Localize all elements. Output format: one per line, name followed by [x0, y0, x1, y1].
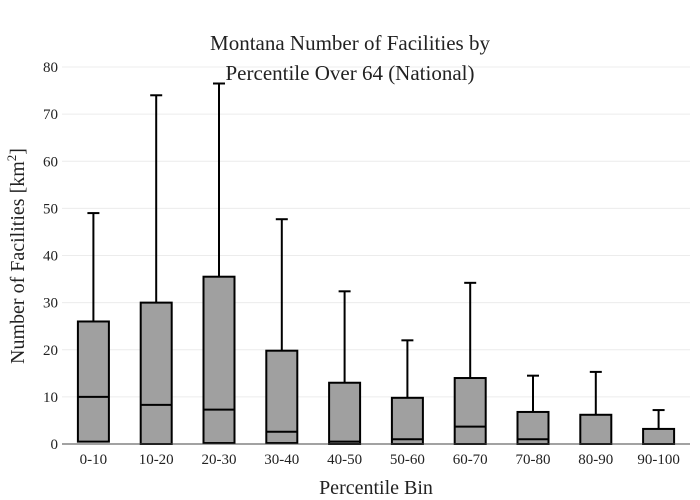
x-tick-label-50-60: 50-60	[390, 452, 425, 468]
box-iqr	[76, 320, 110, 443]
box-group-60-70	[453, 281, 487, 445]
y-axis-label-main: Number of Facilities [km	[7, 161, 29, 364]
x-tick-label-70-80: 70-80	[516, 452, 551, 468]
y-tick-label-70: 70	[43, 107, 58, 123]
box-iqr	[139, 301, 173, 445]
x-tick-label-20-30: 20-30	[202, 452, 237, 468]
y-tick-label-50: 50	[43, 201, 58, 217]
x-tick-label-60-70: 60-70	[453, 452, 488, 468]
y-tick-label-0: 0	[51, 437, 59, 453]
box-group-70-80	[516, 374, 550, 445]
box-iqr	[390, 396, 424, 446]
x-tick-label-40-50: 40-50	[327, 452, 362, 468]
box-group-0-10	[76, 212, 110, 443]
x-tick-label-90-100: 90-100	[637, 452, 680, 468]
y-axis-label: Number of Facilities [km2]	[4, 148, 29, 364]
box-group-20-30	[202, 82, 236, 445]
box-group-50-60	[390, 339, 424, 446]
box-group-40-50	[328, 290, 362, 445]
x-tick-labels: 0-10 10-20 20-30 30-40 40-50 50-60 60-70 70-80 8…	[80, 452, 680, 468]
box-iqr	[265, 349, 299, 445]
x-axis-label: Percentile Bin	[319, 477, 433, 499]
y-tick-label-20: 20	[43, 343, 58, 359]
x-tick-label-0-10: 0-10	[80, 452, 108, 468]
boxes-layer	[76, 82, 676, 446]
box-iqr	[642, 427, 676, 446]
box-group-90-100	[642, 409, 676, 446]
y-tick-label-80: 80	[43, 60, 58, 76]
box-iqr	[453, 377, 487, 445]
x-tick-label-10-20: 10-20	[139, 452, 174, 468]
chart-title-line-2: Percentile Over 64 (National)	[226, 61, 475, 85]
y-tick-labels: 0 10 20 30 40 50 60 70 80	[43, 60, 58, 453]
y-tick-label-30: 30	[43, 296, 58, 312]
box-group-30-40	[265, 218, 299, 445]
y-axis-label-superscript: 2	[4, 155, 19, 162]
box-iqr	[579, 413, 613, 446]
box-iqr	[328, 381, 362, 445]
chart-title-line-1: Montana Number of Facilities by	[210, 31, 490, 55]
y-tick-label-10: 10	[43, 390, 58, 406]
box-group-10-20	[139, 94, 173, 445]
y-tick-label-60: 60	[43, 154, 58, 170]
x-tick-label-30-40: 30-40	[264, 452, 299, 468]
box-group-80-90	[579, 370, 613, 446]
box-iqr	[202, 275, 236, 445]
x-tick-label-80-90: 80-90	[578, 452, 613, 468]
y-axis-label-end: ]	[7, 148, 29, 155]
y-tick-label-40: 40	[43, 249, 58, 265]
